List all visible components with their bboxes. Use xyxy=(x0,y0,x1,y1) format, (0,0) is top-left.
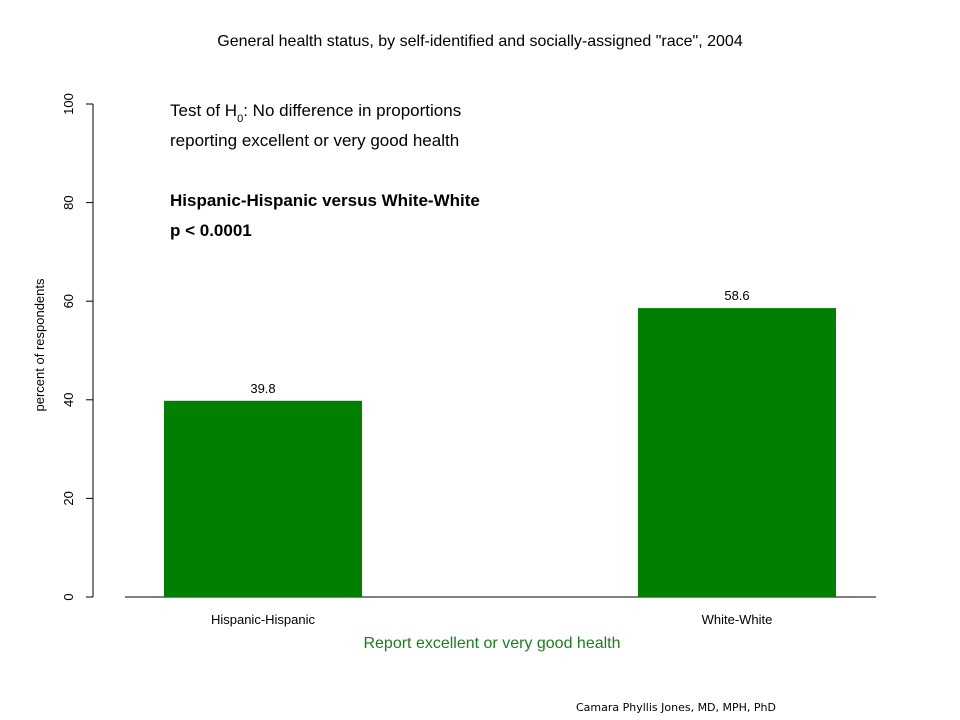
annotation-line-1: Test of H0: No difference in proportions xyxy=(170,101,461,125)
y-axis-label: percent of respondents xyxy=(32,278,47,411)
bar xyxy=(638,308,836,597)
annotation: Test of H0: No difference in proportions… xyxy=(170,101,480,240)
bar-value-label: 58.6 xyxy=(724,288,749,303)
y-tick-label: 80 xyxy=(61,195,76,209)
y-tick-label: 20 xyxy=(61,491,76,505)
category-label: White-White xyxy=(702,612,773,627)
annotation-line-1-suffix: : No difference in proportions xyxy=(243,101,461,120)
y-tick-label: 40 xyxy=(61,393,76,407)
annotation-line-2: reporting excellent or very good health xyxy=(170,131,459,150)
x-axis-label: Report excellent or very good health xyxy=(363,635,620,652)
y-axis: 0 20 40 60 80 100 xyxy=(61,93,94,601)
bar-value-label: 39.8 xyxy=(250,381,275,396)
annotation-line-1-subscript: 0 xyxy=(237,113,243,125)
author-credit: Camara Phyllis Jones, MD, MPH, PhD xyxy=(576,701,776,714)
y-tick-label: 0 xyxy=(61,593,76,600)
category-label: Hispanic-Hispanic xyxy=(211,612,316,627)
annotation-line-4: p < 0.0001 xyxy=(170,221,252,240)
y-tick-label: 100 xyxy=(61,93,76,115)
annotation-line-3: Hispanic-Hispanic versus White-White xyxy=(170,191,480,210)
y-tick-label: 60 xyxy=(61,294,76,308)
bar xyxy=(164,400,362,597)
annotation-line-1-prefix: Test of H xyxy=(170,101,237,120)
chart-title: General health status, by self-identifie… xyxy=(217,33,743,50)
